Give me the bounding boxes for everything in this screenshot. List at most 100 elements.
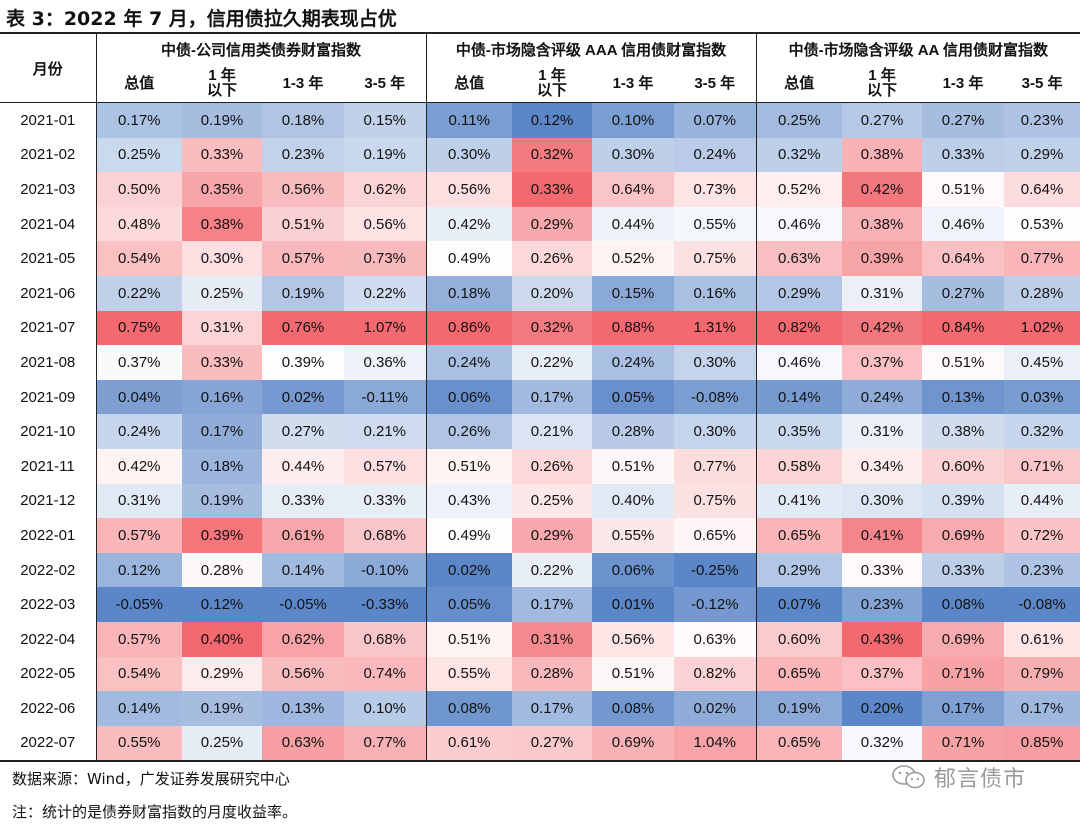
- value-cell: 0.14%: [262, 552, 344, 588]
- value-cell: 0.05%: [426, 587, 512, 622]
- value-cell: 0.22%: [96, 275, 182, 311]
- value-cell: 0.06%: [592, 552, 674, 588]
- value-cell: 0.24%: [842, 379, 923, 415]
- table-row: 2022-02 0.12% 0.28% 0.14% -0.10% 0.02% 0.22% 0.…: [0, 552, 1080, 588]
- value-cell: 0.38%: [842, 206, 923, 242]
- value-cell: 0.46%: [756, 345, 843, 380]
- value-cell: 0.52%: [756, 172, 843, 207]
- heatmap-table: 月份 中债-公司信用类债券财富指数 中债-市场隐含评级 AAA 信用债财富指数 …: [0, 34, 1080, 763]
- value-cell: 0.55%: [592, 518, 674, 553]
- table-row: 2021-08 0.37% 0.33% 0.39% 0.36% 0.24% 0.22% 0.2…: [0, 345, 1080, 380]
- value-cell: 0.33%: [182, 345, 262, 380]
- value-cell: 0.45%: [1004, 345, 1080, 380]
- value-cell: 0.28%: [512, 656, 592, 692]
- value-cell: 0.33%: [262, 483, 344, 519]
- value-cell: 0.18%: [182, 448, 262, 484]
- value-cell: 0.24%: [96, 414, 182, 449]
- table-row: 2021-03 0.50% 0.35% 0.56% 0.62% 0.56% 0.33% 0.6…: [0, 172, 1080, 207]
- value-cell: 0.51%: [592, 448, 674, 484]
- month-cell: 2021-02: [0, 137, 97, 173]
- value-cell: 0.08%: [922, 587, 1005, 622]
- value-cell: -0.08%: [1004, 587, 1080, 622]
- value-cell: 0.25%: [512, 483, 592, 519]
- value-cell: 1.07%: [344, 310, 427, 346]
- value-cell: 0.79%: [1004, 656, 1080, 692]
- column-header: 1 年 以下: [182, 64, 262, 103]
- value-cell: 0.12%: [512, 102, 592, 138]
- group-header-corporate: 中债-公司信用类债券财富指数: [96, 34, 427, 64]
- value-cell: 0.13%: [262, 691, 344, 726]
- value-cell: 0.20%: [842, 691, 923, 726]
- value-cell: 0.25%: [182, 725, 262, 763]
- value-cell: 0.32%: [1004, 414, 1080, 449]
- value-cell: 0.63%: [756, 241, 843, 276]
- column-header: 3-5 年: [344, 64, 427, 103]
- month-cell: 2021-11: [0, 448, 97, 484]
- value-cell: 0.01%: [592, 587, 674, 622]
- value-cell: 0.04%: [96, 379, 182, 415]
- month-cell: 2021-08: [0, 345, 97, 380]
- table-row: 2021-07 0.75% 0.31% 0.76% 1.07% 0.86% 0.32% 0.8…: [0, 310, 1080, 346]
- value-cell: 0.25%: [756, 102, 843, 138]
- value-cell: 0.68%: [344, 621, 427, 657]
- column-header: 1-3 年: [262, 64, 344, 103]
- value-cell: 0.43%: [842, 621, 923, 657]
- month-cell: 2022-03: [0, 587, 97, 622]
- table-row: 2022-06 0.14% 0.19% 0.13% 0.10% 0.08% 0.17% 0.0…: [0, 691, 1080, 726]
- table-row: 2021-01 0.17% 0.19% 0.18% 0.15% 0.11% 0.12% 0.1…: [0, 102, 1080, 138]
- value-cell: 0.29%: [1004, 137, 1080, 173]
- value-cell: 0.36%: [344, 345, 427, 380]
- value-cell: 0.19%: [182, 102, 262, 138]
- value-cell: 0.76%: [262, 310, 344, 346]
- value-cell: 0.61%: [262, 518, 344, 553]
- column-header: 总值: [756, 64, 843, 103]
- value-cell: 0.02%: [426, 552, 512, 588]
- month-cell: 2021-05: [0, 241, 97, 276]
- value-cell: 0.21%: [512, 414, 592, 449]
- column-header: 3-5 年: [1004, 64, 1080, 103]
- watermark-text: 郁言债市: [934, 767, 1027, 792]
- table-row: 2022-05 0.54% 0.29% 0.56% 0.74% 0.55% 0.28% 0.5…: [0, 656, 1080, 692]
- value-cell: 0.29%: [512, 206, 592, 242]
- column-header: 1-3 年: [922, 64, 1005, 103]
- value-cell: 0.51%: [922, 345, 1005, 380]
- column-header: 总值: [96, 64, 182, 103]
- value-cell: 0.24%: [426, 345, 512, 380]
- value-cell: 0.31%: [96, 483, 182, 519]
- value-cell: 0.29%: [756, 275, 843, 311]
- value-cell: 0.37%: [842, 345, 923, 380]
- month-cell: 2022-01: [0, 518, 97, 553]
- value-cell: 0.19%: [344, 137, 427, 173]
- value-cell: 0.57%: [262, 241, 344, 276]
- value-cell: 0.61%: [426, 725, 512, 763]
- value-cell: 0.65%: [756, 518, 843, 553]
- value-cell: 0.08%: [426, 691, 512, 726]
- value-cell: 0.71%: [922, 656, 1005, 692]
- month-cell: 2022-04: [0, 621, 97, 657]
- value-cell: 0.32%: [756, 137, 843, 173]
- value-cell: 0.77%: [1004, 241, 1080, 276]
- value-cell: 0.50%: [96, 172, 182, 207]
- value-cell: -0.05%: [96, 587, 182, 622]
- value-cell: 0.24%: [674, 137, 757, 173]
- value-cell: 0.33%: [512, 172, 592, 207]
- value-cell: 0.42%: [96, 448, 182, 484]
- value-cell: 0.56%: [262, 656, 344, 692]
- value-cell: -0.12%: [674, 587, 757, 622]
- value-cell: -0.10%: [344, 552, 427, 588]
- column-header: 1 年 以下: [842, 64, 923, 103]
- source-text: 数据来源：Wind，广发证券发展研究中心: [12, 770, 290, 788]
- value-cell: 0.31%: [842, 275, 923, 311]
- value-cell: 0.54%: [96, 241, 182, 276]
- value-cell: 0.71%: [1004, 448, 1080, 484]
- value-cell: 0.57%: [96, 621, 182, 657]
- table-row: 2022-01 0.57% 0.39% 0.61% 0.68% 0.49% 0.29% 0.5…: [0, 518, 1080, 553]
- top-rule: [0, 32, 1080, 34]
- column-header: 总值: [426, 64, 512, 103]
- value-cell: 0.60%: [756, 621, 843, 657]
- value-cell: 0.15%: [592, 275, 674, 311]
- value-cell: -0.33%: [344, 587, 427, 622]
- value-cell: 0.22%: [344, 275, 427, 311]
- value-cell: 0.56%: [426, 172, 512, 207]
- value-cell: 0.19%: [756, 691, 843, 726]
